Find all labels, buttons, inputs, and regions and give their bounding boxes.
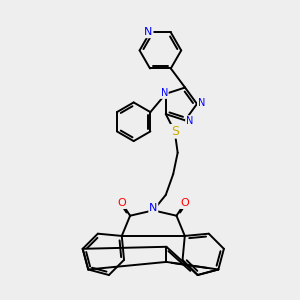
Text: N: N — [186, 116, 193, 126]
Text: O: O — [180, 198, 189, 208]
Text: N: N — [144, 27, 153, 38]
Text: S: S — [171, 125, 179, 138]
Text: O: O — [117, 198, 126, 208]
Text: N: N — [160, 88, 168, 98]
Text: N: N — [149, 203, 158, 213]
Text: N: N — [198, 98, 205, 108]
